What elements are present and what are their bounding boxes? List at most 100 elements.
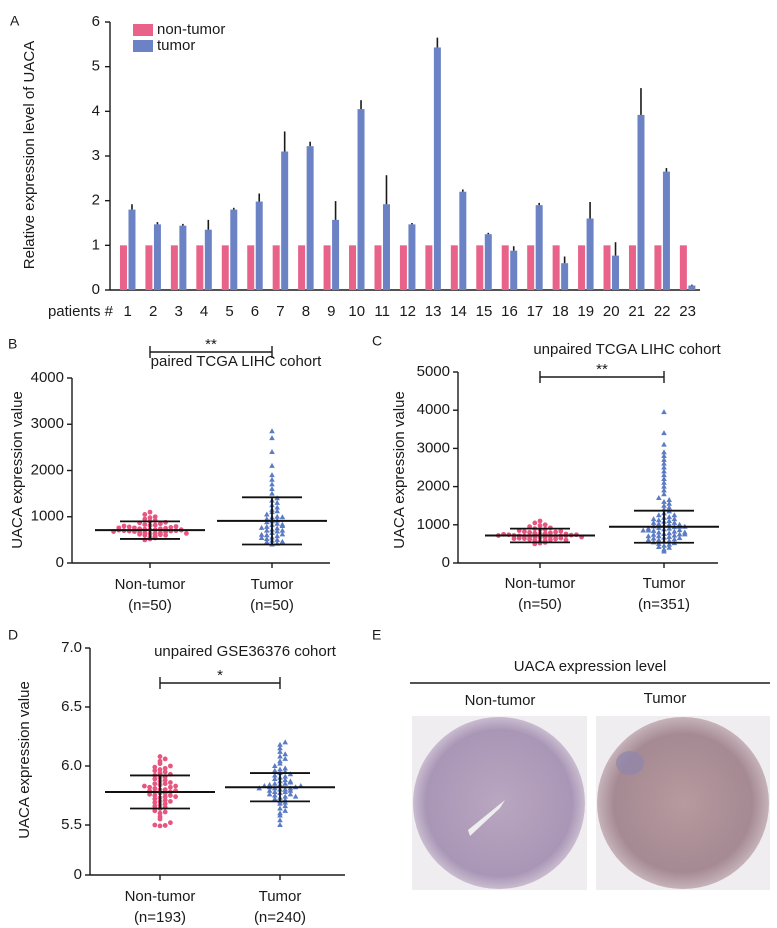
data-point (168, 780, 173, 785)
data-point (548, 530, 553, 536)
data-point (666, 514, 672, 520)
data-point (162, 769, 168, 775)
data-point (162, 794, 168, 800)
x-tick-label: 1 (124, 303, 132, 320)
data-point (537, 518, 543, 524)
data-point (645, 537, 652, 543)
data-point (158, 521, 163, 527)
data-point (272, 767, 278, 773)
data-point (184, 531, 189, 536)
data-point (272, 772, 278, 778)
data-point (661, 441, 667, 447)
data-point (279, 531, 286, 537)
data-point (274, 504, 280, 510)
data-point (676, 521, 683, 527)
y-tick-label: 5 (92, 58, 100, 75)
data-point (661, 449, 667, 455)
data-point (277, 766, 283, 772)
data-point (258, 531, 265, 537)
data-point (666, 525, 672, 531)
data-point (157, 810, 163, 816)
data-point (277, 758, 283, 764)
y-tick-label: 2 (92, 192, 100, 209)
data-point (157, 767, 163, 772)
bar (612, 255, 620, 290)
data-point (269, 481, 275, 487)
y-axis-label: UACA expression value (16, 681, 33, 839)
data-point (661, 456, 667, 462)
data-point (269, 486, 275, 491)
data-point (666, 534, 672, 540)
data-point (147, 784, 153, 790)
data-point (168, 799, 173, 804)
data-point (656, 517, 662, 523)
data-point (671, 532, 678, 538)
data-point (269, 435, 275, 441)
data-point (157, 758, 163, 764)
bar (578, 245, 586, 290)
data-point (661, 430, 667, 436)
data-point (666, 517, 672, 523)
x-tick-label: 11 (374, 303, 390, 320)
y-tick-label: 6 (92, 13, 100, 30)
data-point (676, 531, 683, 537)
bar (433, 47, 441, 291)
data-point (158, 530, 163, 536)
data-point (532, 530, 538, 536)
data-point (277, 810, 283, 816)
data-point (661, 479, 667, 485)
data-point (274, 499, 280, 505)
data-point (142, 516, 148, 522)
y-tick-label: 3000 (417, 439, 450, 456)
data-point (277, 822, 283, 827)
data-point (116, 525, 122, 531)
data-point (274, 508, 280, 514)
data-point (282, 765, 288, 771)
y-tick-label: 4 (92, 102, 100, 119)
data-point (258, 524, 265, 530)
data-point (269, 490, 275, 496)
y-tick-label: 5000 (417, 363, 450, 380)
data-point (147, 791, 153, 797)
data-point (157, 754, 163, 759)
data-point (661, 464, 667, 470)
bar (221, 245, 229, 290)
data-point (282, 780, 288, 786)
significance-bracket (149, 346, 273, 358)
panel-letter: D (8, 627, 18, 643)
x-tick-label: Non-tumor (115, 576, 186, 593)
x-tick-label: 12 (399, 303, 416, 320)
data-point (168, 524, 174, 530)
data-point (264, 527, 270, 533)
data-point (269, 428, 275, 434)
data-point (152, 781, 158, 787)
data-point (676, 535, 683, 541)
data-point (173, 783, 179, 789)
data-point (558, 528, 564, 534)
bar (459, 191, 467, 290)
data-point (650, 527, 657, 533)
data-point (661, 453, 667, 459)
data-point (532, 520, 538, 526)
data-point (274, 525, 280, 531)
data-point (157, 814, 163, 820)
data-point (152, 764, 158, 770)
data-point (661, 542, 667, 548)
bar (628, 245, 636, 290)
data-point (142, 522, 148, 528)
data-point (542, 522, 548, 528)
bar (399, 245, 407, 290)
data-point (272, 792, 278, 798)
data-point (274, 528, 280, 534)
bar (145, 245, 153, 290)
bar (230, 209, 238, 290)
data-point (121, 523, 127, 529)
tissue-core (413, 717, 585, 889)
data-point (671, 519, 678, 525)
data-point (152, 768, 158, 774)
x-tick-label: 21 (628, 303, 645, 320)
data-point (277, 741, 283, 747)
data-point (142, 783, 147, 789)
data-point (282, 755, 288, 761)
data-point (142, 512, 148, 517)
